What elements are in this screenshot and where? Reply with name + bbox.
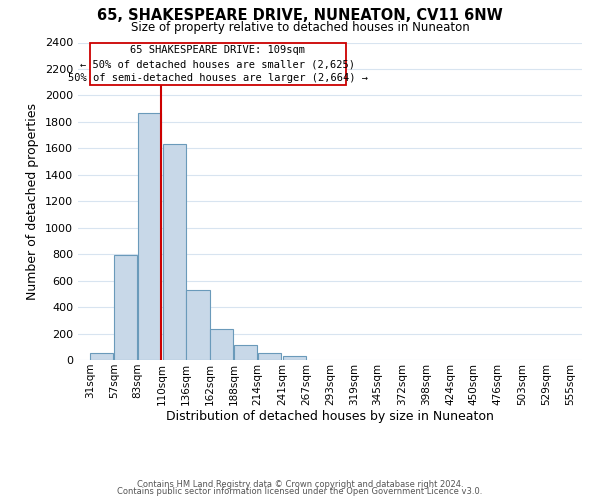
Text: Size of property relative to detached houses in Nuneaton: Size of property relative to detached ho… [131, 21, 469, 34]
Bar [90, 352, 113, 360]
Y-axis label: Number of detached properties: Number of detached properties [26, 103, 40, 300]
Text: Contains HM Land Registry data © Crown copyright and database right 2024.: Contains HM Land Registry data © Crown c… [137, 480, 463, 489]
X-axis label: Distribution of detached houses by size in Nuneaton: Distribution of detached houses by size … [166, 410, 494, 424]
Bar [258, 352, 281, 360]
Bar [283, 356, 306, 360]
Text: Contains public sector information licensed under the Open Government Licence v3: Contains public sector information licen… [118, 487, 482, 496]
Bar [211, 329, 233, 360]
Bar [114, 255, 137, 360]
Text: 65, SHAKESPEARE DRIVE, NUNEATON, CV11 6NW: 65, SHAKESPEARE DRIVE, NUNEATON, CV11 6N… [97, 8, 503, 22]
Bar [234, 346, 257, 360]
Text: 65 SHAKESPEARE DRIVE: 109sqm
← 50% of detached houses are smaller (2,625)
50% of: 65 SHAKESPEARE DRIVE: 109sqm ← 50% of de… [68, 46, 368, 84]
Bar [187, 290, 209, 360]
Bar [138, 114, 161, 360]
Bar [163, 144, 186, 360]
FancyBboxPatch shape [90, 43, 346, 86]
